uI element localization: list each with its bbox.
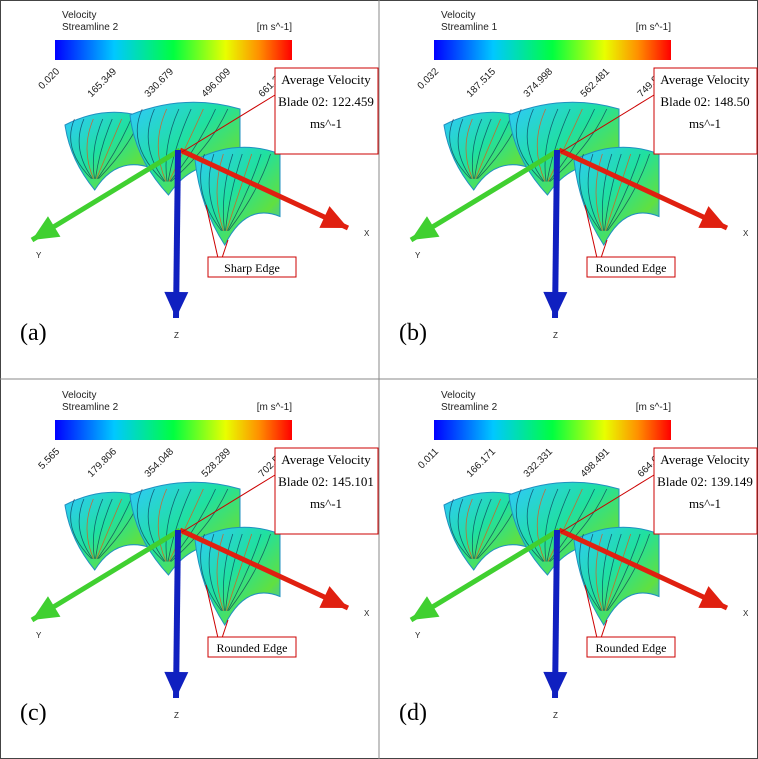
axis-label: Z <box>174 331 179 340</box>
legend-subtitle: Streamline 2 <box>62 22 119 33</box>
colorbar <box>434 420 671 440</box>
legend-title: Velocity <box>62 10 96 21</box>
edge-label: Rounded Edge <box>596 641 667 655</box>
annotation-text: Average Velocity <box>281 72 371 87</box>
annotation-text: Blade 02: 122.459 <box>278 94 374 109</box>
axis-label: X <box>364 609 370 618</box>
annotation-text: Blade 02: 148.50 <box>660 94 749 109</box>
annotation-text: Blade 02: 145.101 <box>278 474 374 489</box>
edge-label: Sharp Edge <box>224 261 280 275</box>
axis-label: Y <box>415 631 421 640</box>
legend-subtitle: Streamline 2 <box>62 402 119 413</box>
axis-label: Z <box>174 711 179 720</box>
panel-label: (a) <box>20 320 47 346</box>
annotation-text: ms^-1 <box>310 116 342 131</box>
annotation-text: Average Velocity <box>660 452 750 467</box>
legend-unit: [m s^-1] <box>257 22 292 33</box>
annotation-text: Average Velocity <box>660 72 750 87</box>
axis-label: Z <box>553 711 558 720</box>
legend-subtitle: Streamline 2 <box>441 402 498 413</box>
axis-label: Y <box>36 631 42 640</box>
axis-label: Z <box>553 331 558 340</box>
axis-label: X <box>364 229 370 238</box>
colorbar <box>55 420 292 440</box>
annotation-text: Average Velocity <box>281 452 371 467</box>
legend-title: Velocity <box>62 390 96 401</box>
panel-label: (b) <box>399 320 427 346</box>
legend-title: Velocity <box>441 390 475 401</box>
figure: VelocityStreamline 2[m s^-1]0.020165.349… <box>0 0 758 759</box>
axis-label: Y <box>36 251 42 260</box>
annotation-text: ms^-1 <box>689 496 721 511</box>
colorbar <box>55 40 292 60</box>
axis-label: X <box>743 229 749 238</box>
annotation-text: ms^-1 <box>689 116 721 131</box>
panel-label: (c) <box>20 700 47 726</box>
legend-subtitle: Streamline 1 <box>441 22 498 33</box>
edge-label: Rounded Edge <box>596 261 667 275</box>
legend-unit: [m s^-1] <box>636 402 671 413</box>
annotation-text: Blade 02: 139.149 <box>657 474 753 489</box>
legend-unit: [m s^-1] <box>636 22 671 33</box>
colorbar <box>434 40 671 60</box>
axis-label: Y <box>415 251 421 260</box>
legend-unit: [m s^-1] <box>257 402 292 413</box>
panel-label: (d) <box>399 700 427 726</box>
edge-label: Rounded Edge <box>217 641 288 655</box>
annotation-text: ms^-1 <box>310 496 342 511</box>
axis-label: X <box>743 609 749 618</box>
legend-title: Velocity <box>441 10 475 21</box>
